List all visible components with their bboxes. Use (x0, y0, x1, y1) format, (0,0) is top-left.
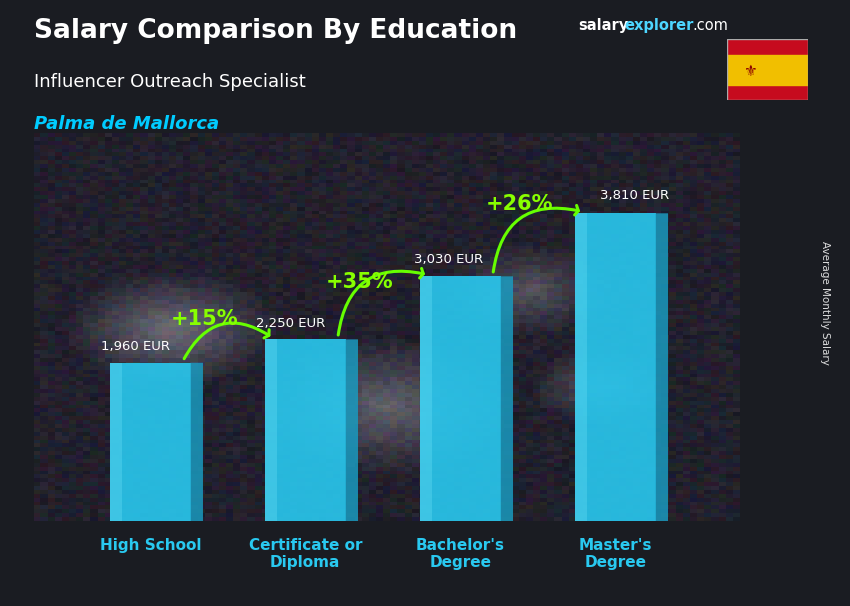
Text: .com: .com (693, 18, 728, 33)
Text: salary: salary (578, 18, 628, 33)
Polygon shape (110, 363, 190, 521)
Polygon shape (190, 363, 203, 521)
Polygon shape (110, 363, 122, 521)
Text: 2,250 EUR: 2,250 EUR (256, 317, 325, 330)
Text: Salary Comparison By Education: Salary Comparison By Education (34, 18, 517, 44)
Polygon shape (346, 339, 358, 521)
Polygon shape (420, 276, 432, 521)
Text: Average Monthly Salary: Average Monthly Salary (820, 241, 830, 365)
Text: 3,030 EUR: 3,030 EUR (414, 253, 483, 266)
Text: 1,960 EUR: 1,960 EUR (100, 340, 170, 353)
Bar (727, 55, 808, 85)
Polygon shape (501, 276, 513, 521)
Text: ⚜: ⚜ (743, 64, 756, 79)
Text: explorer: explorer (625, 18, 694, 33)
Text: +15%: +15% (171, 309, 238, 329)
Polygon shape (420, 276, 501, 521)
Text: +35%: +35% (326, 273, 394, 293)
Polygon shape (575, 213, 587, 521)
Text: 3,810 EUR: 3,810 EUR (600, 189, 669, 202)
Polygon shape (265, 339, 346, 521)
Text: Influencer Outreach Specialist: Influencer Outreach Specialist (34, 73, 306, 91)
Text: +26%: +26% (485, 194, 553, 214)
Text: Palma de Mallorca: Palma de Mallorca (34, 115, 219, 133)
Polygon shape (265, 339, 277, 521)
Polygon shape (575, 213, 655, 521)
Polygon shape (655, 213, 668, 521)
